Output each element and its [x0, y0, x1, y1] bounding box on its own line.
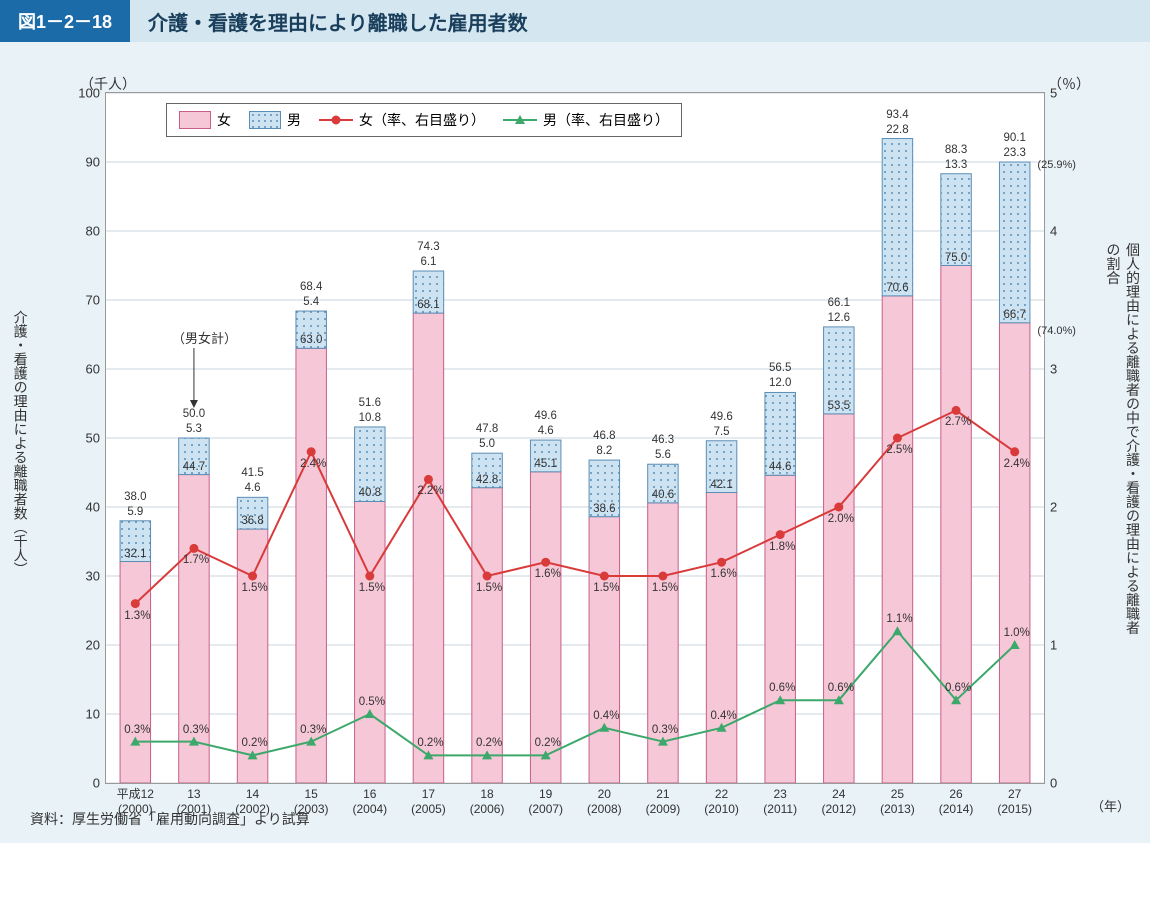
ytick-right: 3 — [1050, 362, 1057, 377]
x-category: 15(2003) — [294, 783, 329, 817]
total-annotation: （男女計） — [172, 328, 237, 347]
ytick-left: 40 — [86, 500, 100, 515]
x-category: 25(2013) — [880, 783, 915, 817]
x-category: 23(2011) — [763, 783, 797, 817]
x-category: 26(2014) — [939, 783, 974, 817]
ytick-right: 2 — [1050, 500, 1057, 515]
ytick-left: 80 — [86, 224, 100, 239]
ytick-right: 1 — [1050, 638, 1057, 653]
x-category: 21(2009) — [646, 783, 681, 817]
ytick-left: 30 — [86, 569, 100, 584]
legend-item-female_bar: 女 — [179, 110, 231, 130]
ytick-left: 60 — [86, 362, 100, 377]
ytick-right: 0 — [1050, 776, 1057, 791]
legend-item-female_rate: 女（率、右目盛り） — [319, 110, 485, 130]
ytick-left: 0 — [93, 776, 100, 791]
x-category: 13(2001) — [177, 783, 212, 817]
right-axis-label: 個人的理由による離職者の中で介護・看護の理由による離職者の割合 — [1103, 242, 1142, 643]
x-category: 16(2004) — [352, 783, 387, 817]
x-category: 27(2015) — [997, 783, 1032, 817]
ytick-left: 70 — [86, 293, 100, 308]
x-category: 17(2005) — [411, 783, 446, 817]
chart-plot-area: 女男女（率、右目盛り）男（率、右目盛り） 0102030405060708090… — [105, 92, 1045, 784]
ytick-left: 10 — [86, 707, 100, 722]
legend-item-male_rate: 男（率、右目盛り） — [503, 110, 669, 130]
x-category: 20(2008) — [587, 783, 622, 817]
ytick-left: 90 — [86, 155, 100, 170]
ytick-left: 20 — [86, 638, 100, 653]
chart-svg — [106, 93, 1044, 783]
ytick-left: 100 — [78, 86, 100, 101]
x-category: 18(2006) — [470, 783, 505, 817]
figure-container: 図1－2－18 介護・看護を理由により離職した雇用者数 （千人） （％） 介護・… — [0, 0, 1150, 843]
x-category: 14(2002) — [235, 783, 270, 817]
chart-panel: （千人） （％） 介護・看護の理由による離職者数（千人） 個人的理由による離職者… — [0, 42, 1150, 843]
title-bar: 図1－2－18 介護・看護を理由により離職した雇用者数 — [0, 0, 1150, 42]
ytick-right: 5 — [1050, 86, 1057, 101]
legend-item-male_bar: 男 — [249, 110, 301, 130]
legend: 女男女（率、右目盛り） 男（率、右目盛り） — [166, 103, 682, 137]
x-category: 19(2007) — [528, 783, 563, 817]
x-category: 24(2012) — [821, 783, 856, 817]
left-axis-label: 介護・看護の理由による離職者数（千人） — [10, 310, 30, 576]
x-category: 平成12(2000) — [117, 783, 154, 817]
x-unit: （年） — [1091, 796, 1130, 815]
figure-tag: 図1－2－18 — [0, 0, 130, 42]
x-category: 22(2010) — [704, 783, 739, 817]
ytick-right: 4 — [1050, 224, 1057, 239]
ytick-left: 50 — [86, 431, 100, 446]
figure-title: 介護・看護を理由により離職した雇用者数 — [130, 0, 1150, 42]
